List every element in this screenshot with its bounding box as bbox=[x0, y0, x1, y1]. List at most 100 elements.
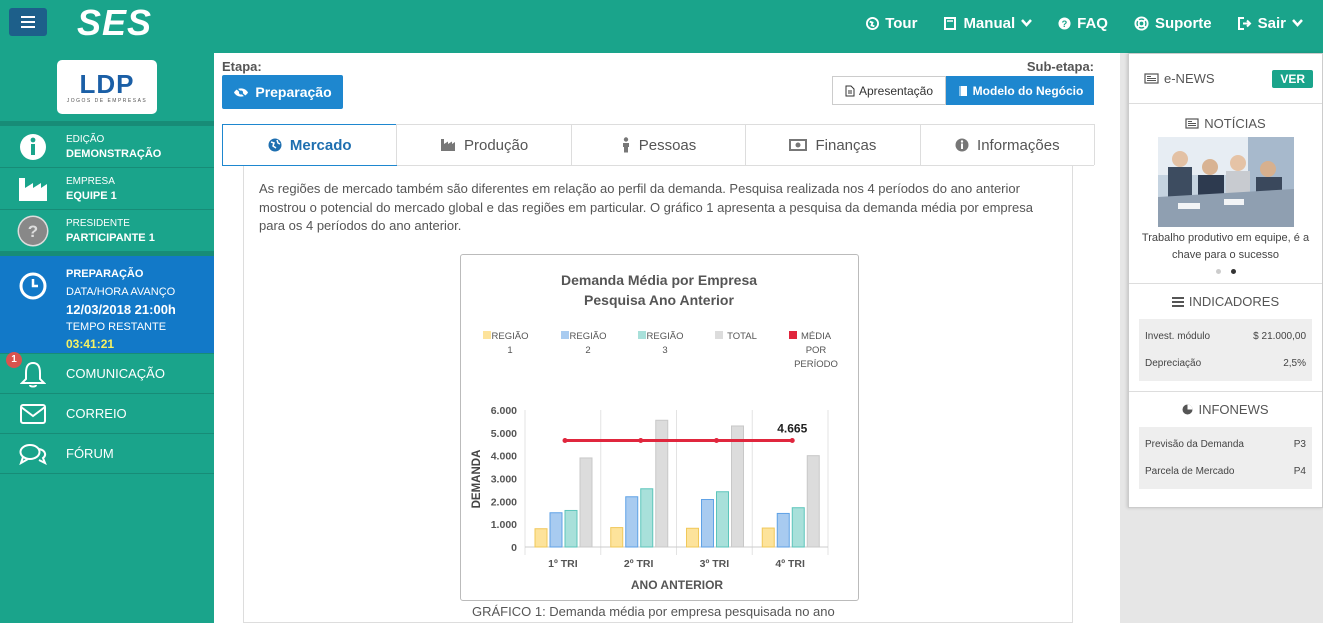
industry-icon bbox=[19, 177, 47, 201]
y-tick-label: 1.000 bbox=[491, 519, 517, 531]
legend-label: TOTAL bbox=[727, 331, 757, 342]
legend-swatch bbox=[789, 331, 797, 339]
legend-label: 2 bbox=[585, 345, 590, 356]
suporte-label: Suporte bbox=[1154, 14, 1212, 32]
infonews-table: Previsão da Demanda P3 Parcela de Mercad… bbox=[1139, 427, 1312, 489]
bar bbox=[549, 512, 563, 548]
hamburger-icon bbox=[21, 16, 35, 28]
average-point bbox=[714, 437, 719, 443]
faq-label: FAQ bbox=[1077, 14, 1108, 32]
newspaper-icon bbox=[1144, 73, 1159, 84]
tab-pessoas[interactable]: Pessoas bbox=[570, 124, 747, 165]
enews-title: e-NEWS bbox=[1164, 71, 1215, 86]
tab-producao-label: Produção bbox=[464, 136, 529, 154]
indicator-value: $ 21.000,00 bbox=[1253, 331, 1306, 342]
tab-producao[interactable]: Produção bbox=[396, 124, 572, 165]
x-tick-label: 2º TRI bbox=[624, 558, 654, 570]
globe-icon bbox=[866, 16, 880, 30]
infonews-value: P4 bbox=[1293, 466, 1306, 477]
ver-button[interactable]: VER bbox=[1272, 69, 1313, 88]
sidebar-item-comunicacao[interactable]: 1 COMUNICAÇÃO bbox=[0, 351, 214, 394]
tab-financas-label: Finanças bbox=[815, 136, 877, 154]
legend-label: PERÍODO bbox=[794, 359, 838, 370]
male-icon bbox=[622, 137, 629, 153]
date-label: DATA/HORA AVANÇO bbox=[66, 285, 176, 298]
bar bbox=[534, 528, 548, 548]
y-tick-label: 5.000 bbox=[491, 428, 517, 440]
manual-label: Manual bbox=[963, 14, 1016, 32]
bell-icon bbox=[20, 361, 46, 387]
bar bbox=[761, 527, 775, 548]
company-logo[interactable]: LDP JOGOS DE EMPRESAS bbox=[57, 60, 157, 114]
infonews-label: Parcela de Mercado bbox=[1145, 466, 1235, 477]
infonews-title: INFONEWS bbox=[1198, 402, 1269, 417]
presidente-label: PRESIDENTE bbox=[66, 217, 130, 229]
modelo-negocio-label: Modelo do Negócio bbox=[972, 83, 1084, 98]
sidebar-edicao: EDIÇÃO DEMONSTRAÇÃO bbox=[0, 126, 214, 168]
y-tick-label: 2.000 bbox=[491, 496, 517, 508]
carousel-dot-active[interactable] bbox=[1230, 269, 1236, 274]
svg-text:?: ? bbox=[1062, 19, 1068, 29]
carousel-dot[interactable] bbox=[1215, 269, 1221, 274]
newspaper-icon bbox=[1185, 118, 1199, 129]
enews-header: e-NEWS VER bbox=[1129, 54, 1322, 104]
faq-link[interactable]: ? FAQ bbox=[1058, 15, 1108, 32]
sidebar-item-correio[interactable]: CORREIO bbox=[0, 394, 214, 434]
y-tick-label: 4.000 bbox=[491, 451, 517, 463]
forum-label: FÓRUM bbox=[66, 446, 114, 461]
tour-link[interactable]: Tour bbox=[866, 15, 917, 32]
bar bbox=[806, 455, 820, 548]
remaining-time-label: TEMPO RESTANTE bbox=[66, 320, 167, 333]
modelo-negocio-button[interactable]: Modelo do Negócio bbox=[946, 76, 1094, 105]
right-panel: e-NEWS VER NOTÍCIAS Trabalho produtivo e… bbox=[1128, 53, 1323, 508]
tab-mercado[interactable]: Mercado bbox=[222, 124, 398, 166]
money-icon bbox=[789, 139, 808, 151]
apresentacao-button[interactable]: Apresentação bbox=[832, 76, 946, 105]
indicator-row: Invest. módulo $ 21.000,00 bbox=[1139, 323, 1312, 350]
question-circle-icon: ? bbox=[1058, 16, 1071, 30]
top-nav: Tour Manual ? FAQ Suporte Sair bbox=[866, 0, 1303, 46]
suporte-link[interactable]: Suporte bbox=[1134, 15, 1212, 32]
average-point bbox=[562, 437, 568, 443]
sair-label: Sair bbox=[1257, 14, 1286, 32]
bar bbox=[579, 457, 593, 548]
chart-container: Demanda Média por Empresa Pesquisa Ano An… bbox=[460, 254, 859, 601]
file-text-icon bbox=[845, 85, 855, 96]
x-tick-label: 3º TRI bbox=[700, 558, 730, 570]
menu-toggle-button[interactable] bbox=[9, 8, 47, 36]
correio-label: CORREIO bbox=[66, 406, 127, 421]
subetapa-buttons: Apresentação Modelo do Negócio bbox=[832, 76, 1094, 105]
x-tick-label: 4º TRI bbox=[775, 558, 805, 570]
edicao-value: DEMONSTRAÇÃO bbox=[66, 147, 162, 160]
chart-caption: GRÁFICO 1: Demanda média por empresa pes… bbox=[472, 604, 835, 619]
news-caption: Trabalho produtivo em equipe, é a chave … bbox=[1141, 232, 1310, 261]
tab-informacoes[interactable]: Informações bbox=[919, 124, 1096, 165]
intro-paragraph: As regiões de mercado também são diferen… bbox=[259, 181, 1033, 233]
average-point bbox=[638, 437, 644, 443]
x-axis-label: ANO ANTERIOR bbox=[631, 578, 724, 592]
tab-bar: Mercado Produção Pessoas Finanças Inform… bbox=[222, 124, 1096, 166]
infonews-row[interactable]: Previsão da Demanda P3 bbox=[1139, 431, 1312, 458]
empresa-label: EMPRESA bbox=[66, 175, 115, 187]
preparacao-button[interactable]: Preparação bbox=[222, 75, 343, 109]
brand-logo[interactable]: SES bbox=[77, 2, 153, 43]
logo-subtext: JOGOS DE EMPRESAS bbox=[66, 98, 148, 104]
legend-label: REGIÃO bbox=[492, 331, 529, 342]
user-avatar-icon: ? bbox=[17, 215, 49, 246]
tab-financas[interactable]: Finanças bbox=[745, 124, 921, 165]
sign-out-icon bbox=[1237, 16, 1252, 30]
infonews-row[interactable]: Parcela de Mercado P4 bbox=[1139, 458, 1312, 485]
x-tick-label: 1º TRI bbox=[548, 558, 578, 570]
top-bar: SES Tour Manual ? FAQ Suporte Sair bbox=[0, 0, 1323, 53]
sair-dropdown[interactable]: Sair bbox=[1237, 14, 1303, 32]
sidebar-item-forum[interactable]: FÓRUM bbox=[0, 434, 214, 474]
bar bbox=[776, 512, 790, 548]
chevron-down-icon bbox=[1021, 19, 1033, 27]
infonews-value: P3 bbox=[1293, 439, 1306, 450]
phase-name: PREPARAÇÃO bbox=[66, 268, 144, 280]
news-image[interactable] bbox=[1157, 137, 1294, 227]
indicator-label: Invest. módulo bbox=[1145, 331, 1211, 342]
manual-dropdown[interactable]: Manual bbox=[943, 14, 1033, 32]
y-tick-label: 3.000 bbox=[491, 474, 517, 486]
gutter bbox=[1120, 53, 1128, 623]
